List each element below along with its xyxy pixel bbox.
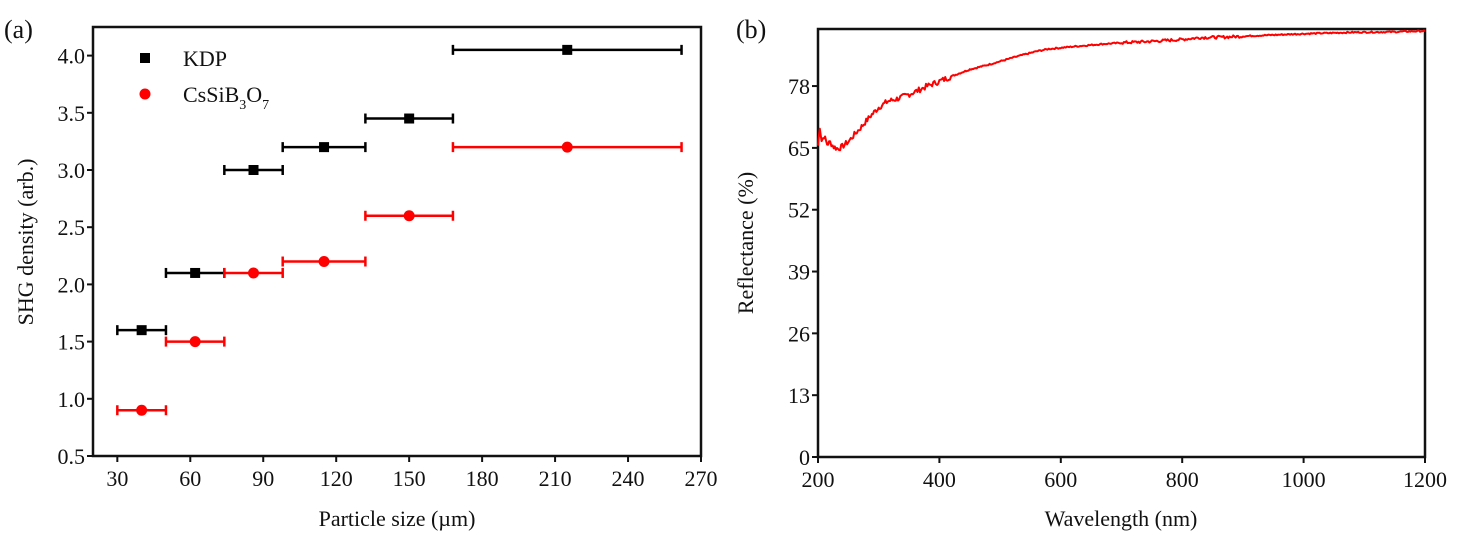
data-point (318, 256, 330, 268)
y-tick-label: 78 (788, 74, 810, 99)
panel-b-y-axis-label: Reflectance (%) (733, 172, 758, 314)
data-point (190, 267, 201, 278)
y-tick-label: 65 (788, 136, 810, 161)
legend-label-cssib3o7: CsSiB3O7 (183, 82, 269, 113)
legend-marker-kdp (140, 53, 150, 63)
data-point (562, 44, 573, 55)
y-tick-label: 1.0 (58, 387, 86, 412)
x-tick-label: 200 (802, 467, 835, 492)
x-tick-label: 1200 (1403, 467, 1447, 492)
y-tick-label: 2.0 (58, 272, 86, 297)
legend-label-part: CsSiB (183, 82, 239, 107)
y-tick-label: 0 (799, 445, 810, 470)
x-tick-label: 800 (1166, 467, 1199, 492)
reflectance-line (817, 29, 1426, 152)
x-tick-label: 240 (612, 466, 645, 491)
x-tick-label: 1000 (1282, 467, 1326, 492)
x-tick-label: 600 (1044, 467, 1077, 492)
panel-b-y-ticks: 0 13 26 39 52 65 78 (788, 74, 818, 470)
x-tick-label: 270 (685, 466, 718, 491)
panel-a-x-axis-label: Particle size (µm) (319, 506, 476, 531)
data-point (404, 113, 415, 124)
x-tick-label: 210 (539, 466, 572, 491)
y-tick-label: 0.5 (58, 444, 86, 469)
data-point (403, 210, 415, 222)
panel-b-series (817, 29, 1426, 152)
panel-a: (a) 30 60 90 120 150 180 210 240 270 0.5 1.0 1.5 2.… (4, 15, 718, 531)
x-tick-label: 30 (106, 466, 128, 491)
panel-b-x-axis-label: Wavelength (nm) (1045, 506, 1198, 531)
y-tick-label: 52 (788, 198, 810, 223)
y-tick-label: 13 (788, 383, 810, 408)
x-tick-label: 180 (466, 466, 499, 491)
data-point (189, 336, 201, 348)
series-cssib3o7 (116, 141, 683, 416)
x-tick-label: 150 (393, 466, 426, 491)
panel-a-x-ticks: 30 60 90 120 150 180 210 240 270 (106, 456, 718, 491)
panel-a-y-ticks: 0.5 1.0 1.5 2.0 2.5 3.0 3.5 4.0 (58, 44, 93, 469)
y-tick-label: 26 (788, 321, 810, 346)
panel-a-frame (91, 25, 703, 458)
y-tick-label: 3.0 (58, 158, 86, 183)
panel-b-frame (816, 27, 1427, 459)
panel-b-x-ticks: 200 400 600 800 1000 1200 (802, 457, 1447, 492)
data-point (136, 404, 148, 416)
data-point (248, 267, 260, 279)
legend-marker-cssib3o7 (139, 88, 151, 100)
legend-label-kdp: KDP (183, 46, 227, 71)
legend-label-part: O (246, 82, 262, 107)
panel-a-series (116, 44, 683, 416)
data-point (319, 142, 330, 153)
y-tick-label: 39 (788, 260, 810, 285)
x-tick-label: 120 (320, 466, 353, 491)
y-tick-label: 4.0 (58, 44, 86, 69)
panel-a-legend: KDP CsSiB3O7 (139, 46, 269, 113)
y-tick-label: 3.5 (58, 101, 86, 126)
panel-a-label: (a) (4, 15, 33, 44)
panel-b-label: (b) (736, 15, 766, 44)
legend-label-subscript: 3 (239, 98, 246, 113)
y-tick-label: 2.5 (58, 215, 86, 240)
data-point (561, 141, 573, 153)
panel-a-y-axis-label: SHG density (arb.) (13, 159, 38, 326)
panel-b: (b) 200 400 600 800 1000 1200 0 13 26 39 52 65 78 W… (733, 15, 1447, 531)
data-point (136, 325, 147, 336)
legend-label-subscript: 7 (262, 98, 269, 113)
x-tick-label: 90 (252, 466, 274, 491)
x-tick-label: 400 (923, 467, 956, 492)
y-tick-label: 1.5 (58, 330, 86, 355)
data-point (248, 165, 259, 175)
x-tick-label: 60 (179, 466, 201, 491)
